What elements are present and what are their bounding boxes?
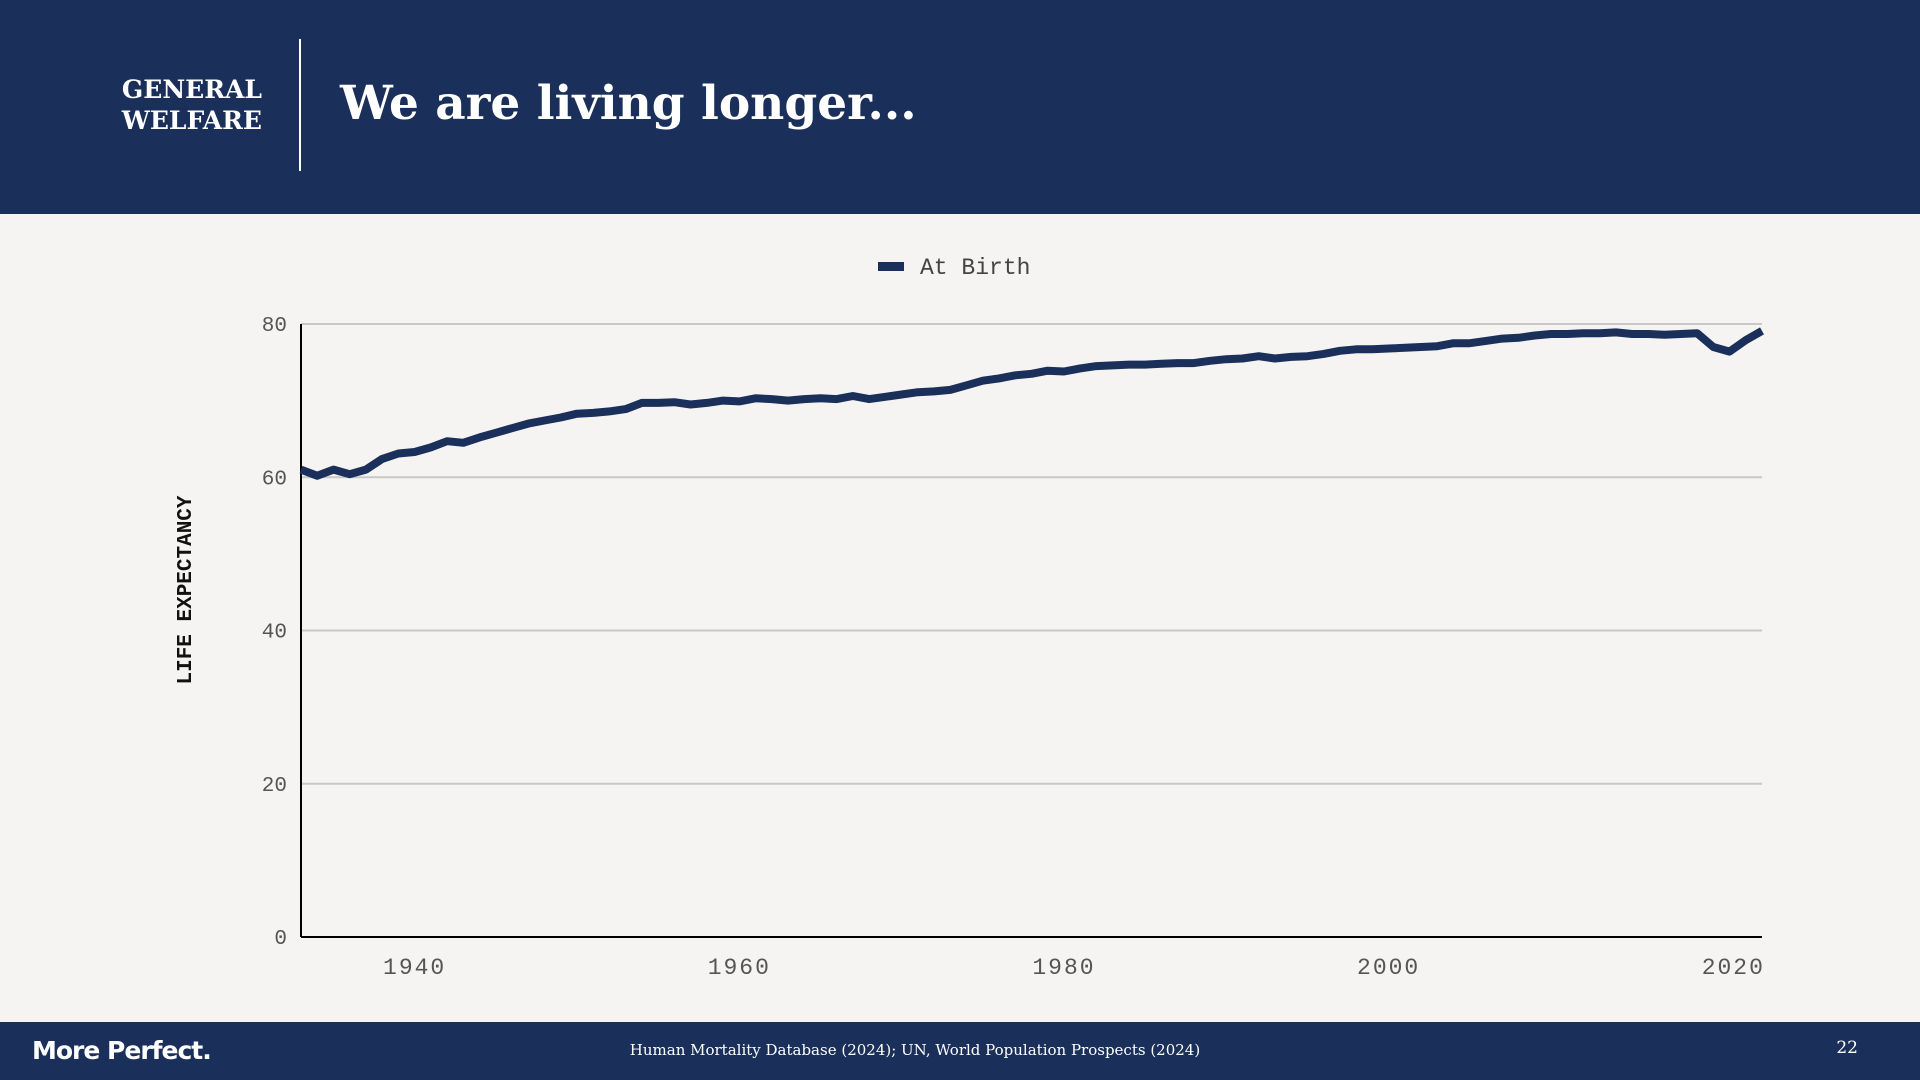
section-line-1: GENERAL	[121, 75, 262, 104]
page-number: 22	[1836, 1038, 1858, 1058]
header-divider	[299, 39, 301, 171]
y-tick-label: 20	[262, 775, 287, 798]
legend-swatch	[878, 262, 904, 271]
x-tick-label: 2020	[1702, 955, 1765, 981]
section-line-2: WELFARE	[121, 106, 262, 135]
x-tick-label: 1940	[383, 955, 446, 981]
x-tick-label: 1980	[1032, 955, 1095, 981]
series-line-at-birth	[299, 327, 1764, 480]
x-tick-label: 2000	[1357, 955, 1420, 981]
y-tick-label: 40	[262, 622, 287, 645]
y-axis-label: LIFE EXPECTANCY	[175, 495, 198, 684]
y-tick-label: 60	[262, 468, 287, 491]
y-tick-label: 80	[262, 315, 287, 338]
section-label: GENERAL WELFARE	[100, 74, 262, 136]
logo: More Perfect.	[32, 1036, 212, 1065]
legend-label: At Birth	[920, 255, 1030, 281]
header: GENERAL WELFARE We are living longer...	[0, 0, 1920, 214]
source-note: Human Mortality Database (2024); UN, Wor…	[629, 1041, 1201, 1059]
y-tick-label: 0	[274, 928, 287, 951]
page-title: We are living longer...	[340, 76, 917, 131]
footer: More Perfect. Human Mortality Database (…	[0, 1022, 1920, 1080]
x-tick-label: 1960	[708, 955, 771, 981]
